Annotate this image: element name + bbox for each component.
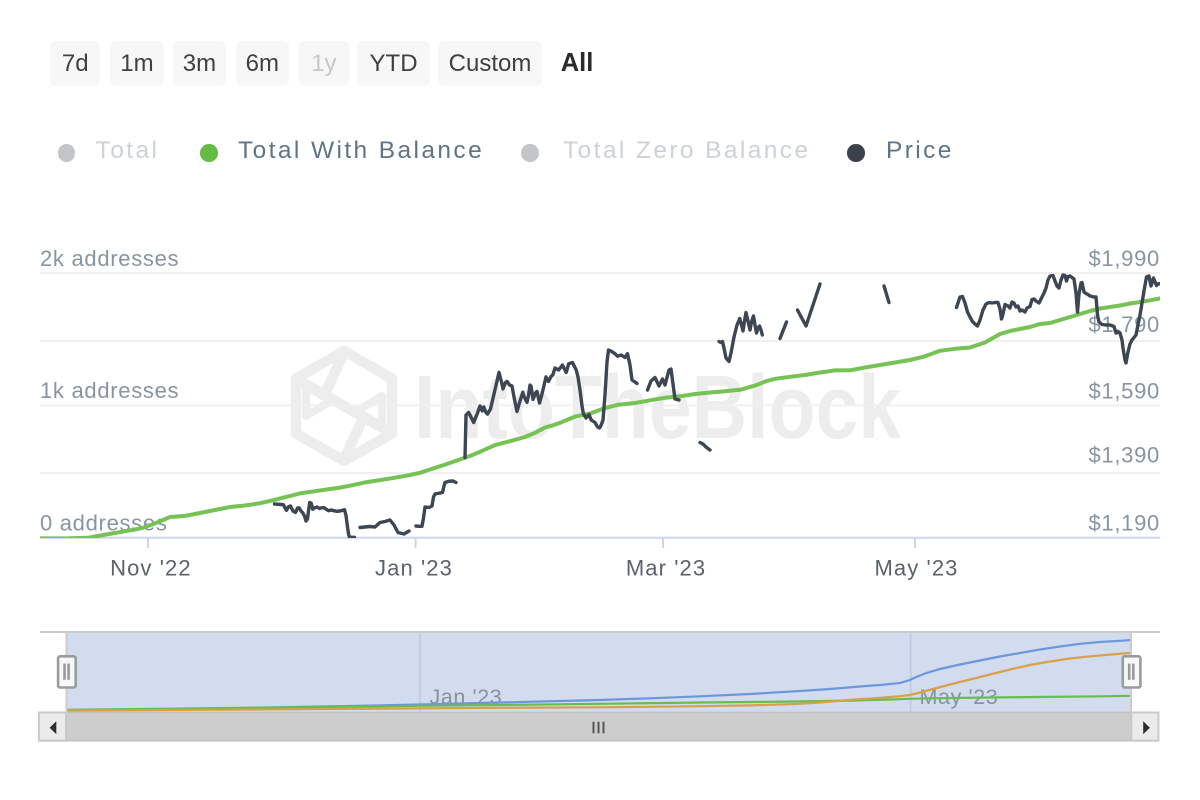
svg-text:Jan '23: Jan '23 <box>375 556 453 581</box>
svg-text:1k addresses: 1k addresses <box>40 378 179 403</box>
svg-text:Mar '23: Mar '23 <box>626 556 706 581</box>
svg-text:$1,590: $1,590 <box>1089 378 1161 403</box>
svg-text:$1,190: $1,190 <box>1089 510 1161 535</box>
svg-text:2k addresses: 2k addresses <box>40 246 179 271</box>
svg-text:$1,990: $1,990 <box>1089 246 1161 271</box>
svg-text:0 addresses: 0 addresses <box>40 510 168 535</box>
svg-text:May '23: May '23 <box>874 556 958 581</box>
svg-text:IntoTheBlock: IntoTheBlock <box>414 358 902 458</box>
svg-text:Nov '22: Nov '22 <box>110 556 192 581</box>
svg-text:$1,390: $1,390 <box>1089 443 1161 468</box>
